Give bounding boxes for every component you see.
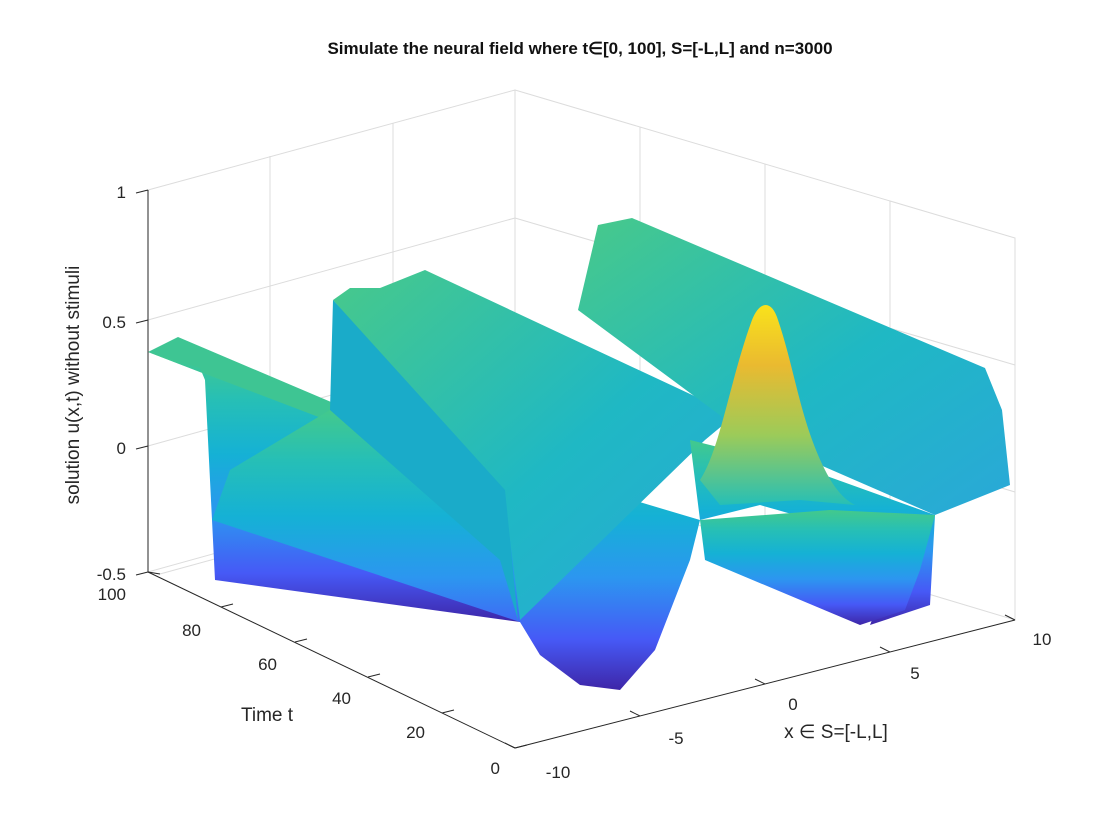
z-tick-label: -0.5 <box>97 565 126 584</box>
time-tick-label: 100 <box>98 585 126 604</box>
surface-ridge-right <box>578 218 1010 515</box>
time-tick-label: 40 <box>332 689 351 708</box>
y-axis-label: Time t <box>241 705 294 726</box>
x-tick-label: -5 <box>668 729 683 748</box>
time-tick-label: 80 <box>182 621 201 640</box>
chart-title: Simulate the neural field where t∈[0, 10… <box>327 39 832 58</box>
x-tick-label: 0 <box>788 695 797 714</box>
x-tick-label: -10 <box>546 763 571 782</box>
surface-front-wall <box>212 410 700 690</box>
z-tick-label: 1 <box>117 183 126 202</box>
surface-peak <box>700 305 855 505</box>
time-tick-label: 20 <box>406 723 425 742</box>
x-tick-label: 10 <box>1033 630 1052 649</box>
surface-plot <box>148 218 1010 690</box>
z-tick-label: 0 <box>117 439 126 458</box>
x-axis-label: x ∈ S=[-L,L] <box>784 722 888 743</box>
time-tick-label: 60 <box>258 655 277 674</box>
axes <box>135 189 1016 749</box>
z-tick-label: 0.5 <box>102 313 126 332</box>
z-tick-labels: 1 0.5 0 -0.5 <box>97 183 126 584</box>
surface-ridge-middle-wall <box>330 300 518 620</box>
time-tick-labels: 100 80 60 40 20 0 <box>98 585 500 778</box>
surface-trough-right <box>700 510 935 625</box>
x-tick-label: 5 <box>910 664 919 683</box>
surface-ridge-middle <box>333 270 735 620</box>
time-tick-label: 0 <box>491 759 500 778</box>
z-axis-label: solution u(x,t) without stimuli <box>63 266 84 505</box>
x-tick-labels: -10 -5 0 5 10 <box>546 630 1052 782</box>
